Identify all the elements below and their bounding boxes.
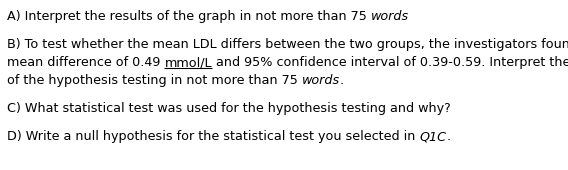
Text: A) Interpret the results of the graph in not more than 75: A) Interpret the results of the graph in… bbox=[7, 10, 371, 23]
Text: words: words bbox=[302, 74, 340, 87]
Text: and 95% confidence interval of 0.39-0.59. Interpret the results: and 95% confidence interval of 0.39-0.59… bbox=[212, 56, 568, 69]
Text: Q1C: Q1C bbox=[419, 130, 446, 143]
Text: .: . bbox=[446, 130, 450, 143]
Text: C) What statistical test was used for the hypothesis testing and why?: C) What statistical test was used for th… bbox=[7, 102, 451, 115]
Text: words: words bbox=[371, 10, 409, 23]
Text: B) To test whether the mean LDL differs between the two groups, the investigator: B) To test whether the mean LDL differs … bbox=[7, 38, 568, 51]
Text: of the hypothesis testing in not more than 75: of the hypothesis testing in not more th… bbox=[7, 74, 302, 87]
Text: .: . bbox=[340, 74, 344, 87]
Text: mean difference of 0.49: mean difference of 0.49 bbox=[7, 56, 164, 69]
Text: D) Write a null hypothesis for the statistical test you selected in: D) Write a null hypothesis for the stati… bbox=[7, 130, 419, 143]
Text: mmol/L: mmol/L bbox=[164, 56, 212, 69]
